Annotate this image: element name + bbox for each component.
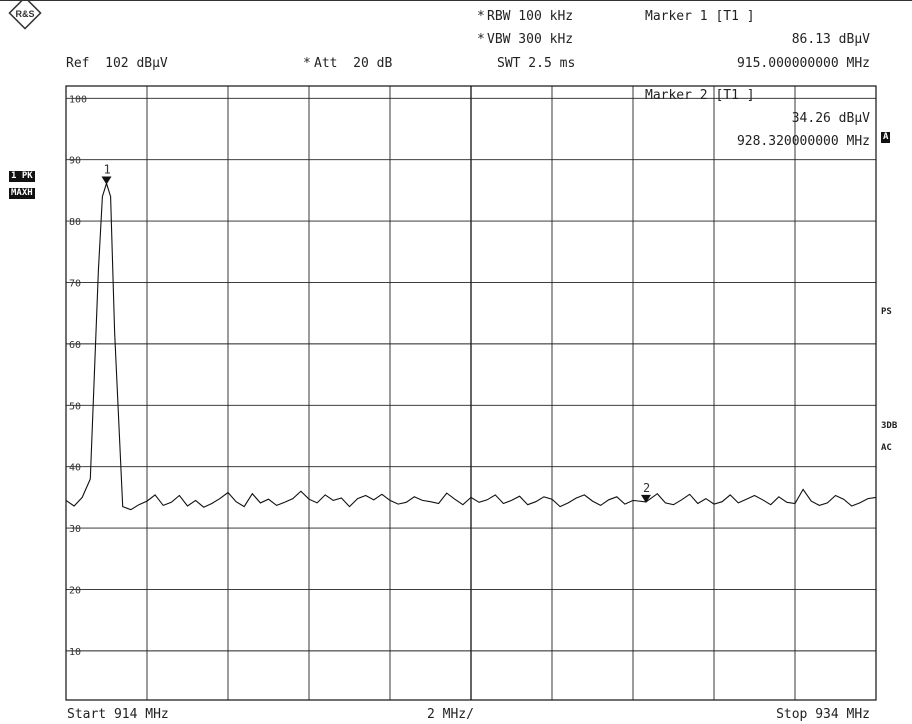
brand-logo-icon: R&S: [8, 0, 42, 30]
marker2-level: 34.26 dBµV: [791, 111, 870, 126]
marker1-level: 86.13 dBµV: [791, 32, 870, 47]
marker-group: 12: [101, 162, 651, 503]
y-tick-label: 80: [69, 217, 81, 228]
trace-label: 1 PK: [9, 171, 35, 182]
y-tick-label: 20: [69, 585, 81, 596]
y-tick-label: 30: [69, 524, 81, 535]
y-tick-label: 50: [69, 401, 81, 412]
marker1-frequency: 915.000000000 MHz: [736, 56, 870, 71]
attenuation: Att 20 dB: [314, 56, 393, 71]
sweep-time: SWT 2.5 ms: [497, 56, 576, 71]
y-tick-label: 10: [69, 647, 81, 658]
marker1-title: Marker 1 [T1 ]: [645, 9, 755, 24]
plot-frame: [65, 85, 877, 701]
y-tick-label: 90: [69, 156, 81, 167]
att-star: *: [303, 56, 311, 71]
rbw-star: *: [477, 9, 485, 24]
y-tick-label: 100: [69, 94, 87, 105]
ps-label: PS: [881, 307, 892, 317]
marker2-frequency: 928.320000000 MHz: [736, 134, 870, 149]
y-tick-label: 70: [69, 278, 81, 289]
logo-text: R&S: [15, 9, 34, 19]
y-tick-label: 40: [69, 463, 81, 474]
reference-level: Ref 102 dBµV: [66, 56, 168, 71]
vbw-star: *: [477, 32, 485, 47]
trace-line: [65, 181, 877, 511]
marker2-title: Marker 2 [T1 ]: [645, 88, 755, 103]
plot-grid: [66, 86, 876, 700]
marker-a-label: A: [881, 132, 891, 143]
span-per-division: 2 MHz/: [427, 707, 474, 722]
3db-label: 3DB: [881, 421, 898, 431]
y-tick-labels: 100 90 80 70 60 50 40 30 20 10: [69, 94, 87, 658]
vbw-setting: VBW 300 kHz: [487, 32, 574, 47]
marker-number: 2: [643, 481, 650, 495]
stop-frequency: Stop 934 MHz: [776, 707, 870, 722]
marker-triangle: [101, 176, 112, 185]
marker-number: 1: [104, 162, 111, 176]
y-tick-label: 60: [69, 340, 81, 351]
ac-label: AC: [881, 443, 892, 453]
detector-label: MAXH: [9, 188, 35, 199]
rbw-setting: RBW 100 kHz: [487, 9, 574, 24]
marker-triangle: [640, 494, 651, 503]
start-frequency: Start 914 MHz: [67, 707, 169, 722]
